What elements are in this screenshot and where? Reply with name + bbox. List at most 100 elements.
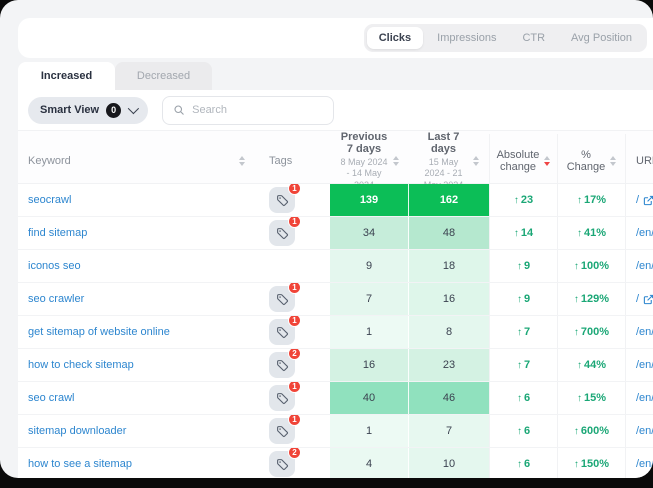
keyword-link[interactable]: seocrawl	[28, 194, 72, 206]
url-text: /en/	[636, 425, 653, 437]
tag-button[interactable]: 1	[269, 316, 301, 345]
url-text: /en/	[636, 260, 653, 272]
tab-increased[interactable]: Increased	[18, 62, 115, 90]
up-arrow-icon: ↑	[573, 425, 579, 437]
tag-count-badge: 1	[288, 316, 301, 327]
url-link[interactable]: /en/	[625, 415, 653, 447]
absolute-change-cell: ↑ 7	[489, 349, 557, 381]
last-clicks-cell: 16	[409, 283, 489, 315]
prev-clicks-cell: 1	[330, 316, 409, 348]
smart-view-label: Smart View	[40, 104, 100, 116]
search-box[interactable]	[162, 95, 335, 125]
metric-tab-ctr[interactable]: CTR	[522, 32, 546, 44]
pct-change-value: 600%	[580, 425, 610, 437]
keyword-link[interactable]: find sitemap	[28, 227, 88, 239]
up-arrow-icon: ↑	[516, 359, 522, 371]
url-text: /	[636, 293, 640, 305]
url-link[interactable]: /	[625, 184, 653, 216]
last-clicks-cell: 46	[409, 382, 489, 414]
url-text: /en/	[636, 359, 653, 371]
table-row: how to see a sitemap 2 4 10 ↑ 6 ↑ 150% /en…	[18, 448, 653, 478]
metric-tab-avg-position[interactable]: Avg Position	[571, 32, 632, 44]
url-link[interactable]: /	[625, 283, 653, 315]
url-link[interactable]: /en/	[625, 316, 653, 348]
absolute-change-value: 7	[523, 326, 531, 338]
url-link[interactable]: /en/	[625, 250, 653, 282]
pct-change-cell: ↑ 100%	[557, 250, 625, 282]
keyword-link[interactable]: how to check sitemap	[28, 359, 134, 371]
sort-absolute-change[interactable]	[544, 155, 551, 166]
tag-icon	[276, 425, 288, 437]
up-arrow-icon: ↑	[516, 425, 522, 437]
table-row: find sitemap 1 34 48 ↑ 14 ↑ 41% /en/	[18, 217, 653, 250]
col-header-absolute-change: Absolute change	[489, 133, 557, 188]
prev-clicks-cell: 9	[330, 250, 409, 282]
last-clicks-cell: 48	[409, 217, 489, 249]
tag-button[interactable]: 2	[269, 448, 301, 477]
last-clicks-cell: 23	[409, 349, 489, 381]
main-card: Smart View 0 Keyword Tags Previous 7 day…	[18, 90, 653, 478]
smart-view-dropdown[interactable]: Smart View 0	[28, 96, 149, 124]
sort-pct-change[interactable]	[610, 155, 617, 166]
metric-tab-impressions[interactable]: Impressions	[437, 32, 497, 44]
tag-count-badge: 1	[288, 382, 301, 393]
tag-button[interactable]: 1	[269, 283, 301, 312]
metric-tab-clicks[interactable]: Clicks	[366, 27, 424, 49]
external-link-icon	[643, 294, 653, 304]
keyword-link[interactable]: seo crawl	[28, 392, 75, 404]
keyword-link[interactable]: sitemap downloader	[28, 425, 127, 437]
tag-icon	[276, 227, 288, 239]
top-toolbar: Clicks Impressions CTR Avg Position	[18, 18, 653, 58]
absolute-change-value: 6	[523, 425, 531, 437]
tag-button[interactable]: 2	[269, 349, 301, 378]
tag-count-badge: 1	[288, 184, 301, 195]
tag-icon	[276, 194, 288, 206]
pct-change-cell: ↑ 600%	[557, 415, 625, 447]
tag-icon	[276, 326, 288, 338]
tag-button[interactable]: 1	[269, 415, 301, 444]
pct-change-value: 17%	[583, 194, 607, 206]
tab-decreased[interactable]: Decreased	[115, 62, 212, 90]
keyword-link[interactable]: iconos seo	[28, 260, 81, 272]
up-arrow-icon: ↑	[576, 392, 582, 404]
sort-prev[interactable]	[393, 155, 399, 166]
url-text: /en/	[636, 392, 653, 404]
up-arrow-icon: ↑	[516, 458, 522, 470]
sort-keyword[interactable]	[239, 155, 245, 166]
pct-change-value: 15%	[583, 392, 607, 404]
keyword-link[interactable]: get sitemap of website online	[28, 326, 170, 338]
prev-clicks-cell: 139	[330, 184, 409, 216]
url-link[interactable]: /en/	[625, 349, 653, 381]
sort-last[interactable]	[473, 155, 479, 166]
pct-change-cell: ↑ 15%	[557, 382, 625, 414]
tag-button[interactable]: 1	[269, 382, 301, 411]
tag-count-badge: 2	[288, 349, 301, 360]
tag-button[interactable]: 1	[269, 217, 301, 246]
absolute-change-cell: ↑ 14	[489, 217, 557, 249]
table-row: iconos seo 9 18 ↑ 9 ↑ 100% /en/	[18, 250, 653, 283]
chevron-down-icon	[127, 102, 140, 115]
tag-count-badge: 1	[288, 217, 301, 228]
table-row: sitemap downloader 1 1 7 ↑ 6 ↑ 600% /en/	[18, 415, 653, 448]
tag-button[interactable]: 1	[269, 184, 301, 213]
keyword-link[interactable]: how to see a sitemap	[28, 458, 132, 470]
up-arrow-icon: ↑	[513, 227, 519, 239]
table-row: seo crawler 1 7 16 ↑ 9 ↑ 129% /	[18, 283, 653, 316]
url-link[interactable]: /en/	[625, 382, 653, 414]
search-input[interactable]	[192, 104, 324, 116]
absolute-change-cell: ↑ 7	[489, 316, 557, 348]
tag-icon	[276, 359, 288, 371]
last-clicks-cell: 10	[409, 448, 489, 478]
prev-clicks-cell: 1	[330, 415, 409, 447]
up-arrow-icon: ↑	[573, 260, 579, 272]
url-link[interactable]: /en/	[625, 448, 653, 478]
prev-clicks-cell: 4	[330, 448, 409, 478]
keyword-link[interactable]: seo crawler	[28, 293, 85, 305]
filter-bar: Smart View 0	[18, 90, 653, 130]
col-header-tags: Tags	[269, 154, 293, 167]
url-link[interactable]: /en/	[625, 217, 653, 249]
table-row: seocrawl 1 139 162 ↑ 23 ↑ 17% /	[18, 184, 653, 217]
app-screen: Clicks Impressions CTR Avg Position Incr…	[0, 0, 653, 478]
pct-change-value: 44%	[583, 359, 607, 371]
last-clicks-cell: 8	[409, 316, 489, 348]
